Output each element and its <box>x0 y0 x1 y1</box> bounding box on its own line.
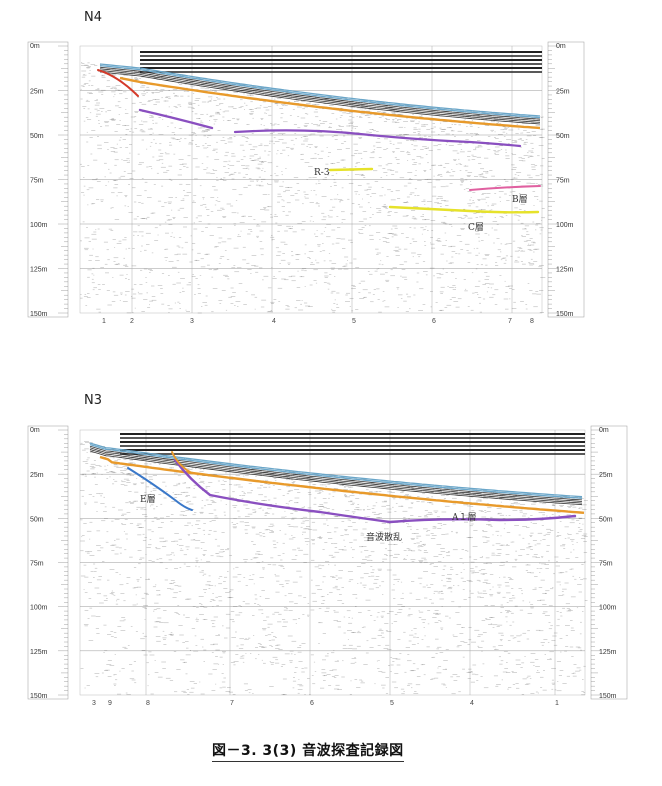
depth-tick-label: 125m <box>30 267 48 274</box>
reflector-yellow <box>328 167 374 172</box>
depth-tick-label: 75m <box>556 178 570 185</box>
depth-tick-label: 125m <box>556 267 574 274</box>
reflector-orange <box>171 451 191 473</box>
depth-tick-label: 100m <box>30 222 48 229</box>
depth-tick-label: 75m <box>599 561 613 568</box>
shot-marker-label: 6 <box>310 700 314 707</box>
depth-tick-label: 0m <box>30 427 40 434</box>
figure-caption: 図－3. 3(3) 音波探査記録図 <box>212 740 404 762</box>
shot-marker-label: 6 <box>432 318 436 325</box>
shot-marker-label: 8 <box>530 318 534 325</box>
depth-tick-label: 125m <box>30 649 48 656</box>
panel-n3: N3 0m 25m 50m 75m 100m 125m 150m 0m 25m 50m 75m 100… <box>0 390 662 720</box>
shot-marker-label: 5 <box>352 318 356 325</box>
layer-annotation: R-3 <box>314 168 330 178</box>
depth-tick-label: 25m <box>30 89 44 96</box>
reflector-orange <box>99 455 585 514</box>
shot-marker-label: 3 <box>190 318 194 325</box>
shot-marker-label: 4 <box>272 318 276 325</box>
layer-annotation: B層 <box>512 194 528 205</box>
layer-annotation: A１層 <box>451 512 477 523</box>
depth-tick-label: 125m <box>599 649 617 656</box>
depth-tick-label: 75m <box>30 178 44 185</box>
depth-tick-label: 0m <box>556 43 566 50</box>
depth-tick-label: 150m <box>556 311 574 318</box>
depth-tick-label: 25m <box>30 472 44 479</box>
reflector-purple <box>173 458 577 524</box>
shot-marker-label: 7 <box>508 318 512 325</box>
shot-marker-label: 4 <box>470 700 474 707</box>
shot-marker-label: 2 <box>130 318 134 325</box>
reflector-red <box>97 69 139 97</box>
shot-marker-label: 8 <box>146 700 150 707</box>
depth-tick-label: 100m <box>30 605 48 612</box>
seismic-section-n4: 0m25m50m75m100m125m150m0m25m50m75m100m12… <box>27 41 585 325</box>
shot-marker-label: 9 <box>108 700 112 707</box>
depth-tick-label: 50m <box>30 133 44 140</box>
layer-annotation: C層 <box>468 222 484 233</box>
reflector-yellow <box>388 205 540 214</box>
depth-tick-label: 75m <box>30 561 44 568</box>
depth-tick-label: 0m <box>599 427 609 434</box>
panel-label: N3 <box>84 393 102 408</box>
shot-marker-label: 3 <box>92 700 96 707</box>
shot-marker-label: 7 <box>230 700 234 707</box>
panel-label: N4 <box>84 10 102 25</box>
shot-marker-label: 1 <box>102 318 106 325</box>
layer-annotation: E層 <box>140 494 156 505</box>
shot-marker-label: 5 <box>390 700 394 707</box>
reflector-purple <box>138 108 214 130</box>
depth-tick-label: 150m <box>30 693 48 700</box>
depth-tick-label: 150m <box>599 693 617 700</box>
depth-tick-label: 50m <box>30 516 44 523</box>
reflector-purple <box>233 129 522 148</box>
depth-tick-label: 25m <box>556 89 570 96</box>
depth-tick-label: 25m <box>599 472 613 479</box>
depth-tick-label: 0m <box>30 43 40 50</box>
panel-n4: N4 0m 25m 50m 75m 100m 125m 150m 0m 25m 50m 75m 100… <box>0 0 662 330</box>
layer-annotation: 音波散乱 <box>366 531 402 543</box>
reflector-blue <box>127 467 193 511</box>
depth-tick-label: 50m <box>556 133 570 140</box>
depth-tick-label: 150m <box>30 311 48 318</box>
seismic-section-n3: 0m 25m 50m 75m 100m 125m 150m 0m 25m 50m 75m 100m 12… <box>27 425 628 707</box>
reflector-pink <box>469 185 541 191</box>
reflector-orange <box>119 76 541 130</box>
depth-tick-label: 50m <box>599 516 613 523</box>
depth-tick-label: 100m <box>599 605 617 612</box>
depth-tick-label: 100m <box>556 222 574 229</box>
shot-marker-label: 1 <box>555 700 559 707</box>
